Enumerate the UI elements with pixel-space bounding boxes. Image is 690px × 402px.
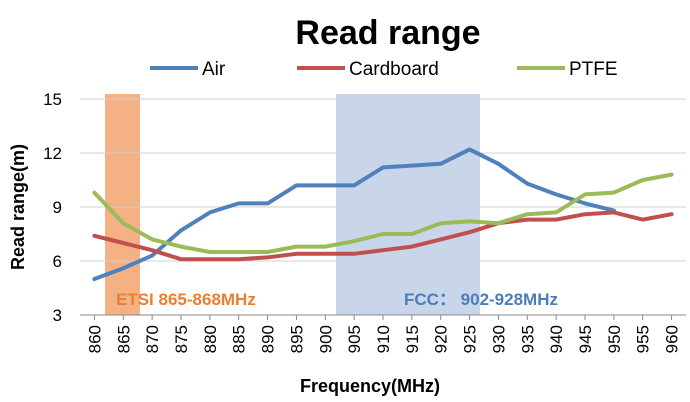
x-tick-870: 870 [143,325,162,353]
legend: Air Cardboard PTFE [150,59,618,80]
x-tick-930: 930 [489,325,508,353]
band-0 [105,94,140,315]
band-labels: ETSI 865-868MHz FCC： 902-928MHz [116,290,558,309]
x-tick-935: 935 [518,325,537,353]
band-1 [336,94,480,315]
x-tick-860: 860 [85,325,104,353]
x-tick-890: 890 [259,325,278,353]
x-tick-875: 875 [172,325,191,353]
x-tick-920: 920 [432,325,451,353]
x-tick-945: 945 [576,325,595,353]
x-tick-960: 960 [663,325,682,353]
x-tick-905: 905 [345,325,364,353]
y-tick-9: 9 [53,198,62,217]
x-tick-925: 925 [461,325,480,353]
series-air-line [92,147,616,281]
x-tick-955: 955 [634,325,653,353]
legend-label-cardboard: Cardboard [349,59,439,80]
series-cardboard-line [92,210,674,262]
x-tick-910: 910 [374,325,393,353]
x-tick-915: 915 [403,325,422,353]
series-ptfe-line [92,172,674,254]
x-axis-ticks: 860 865 870 875 880 885 890 895 900 905 910 915 920 9… [85,315,682,353]
x-tick-880: 880 [201,325,220,353]
y-axis-label: Read range(m) [8,144,28,270]
y-tick-3: 3 [53,306,62,325]
y-tick-6: 6 [53,252,62,271]
y-axis-ticks: 3 6 9 12 15 [43,90,62,325]
frequency-bands [105,94,480,315]
x-tick-950: 950 [605,325,624,353]
series-lines [92,147,674,281]
x-tick-895: 895 [287,325,306,353]
band-label-1: FCC： 902-928MHz [404,290,558,309]
y-tick-12: 12 [43,144,62,163]
legend-label-ptfe: PTFE [569,59,618,80]
y-tick-15: 15 [43,90,62,109]
x-axis-label: Frequency(MHz) [300,376,440,396]
band-label-0: ETSI 865-868MHz [116,290,256,309]
x-tick-865: 865 [114,325,133,353]
x-tick-900: 900 [316,325,335,353]
x-tick-885: 885 [230,325,249,353]
x-tick-940: 940 [547,325,566,353]
legend-label-air: Air [202,59,226,80]
chart-title: Read range [295,14,480,52]
